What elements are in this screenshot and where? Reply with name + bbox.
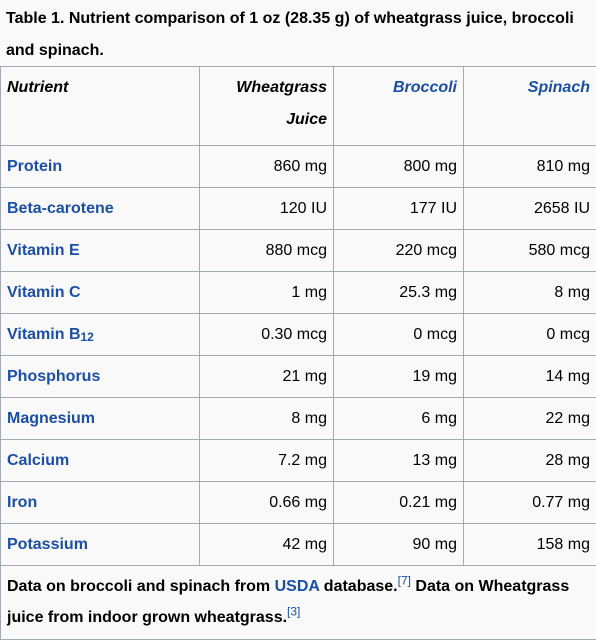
nutrient-name-link[interactable]: Potassium [1,524,200,566]
header-nutrient[interactable]: Nutrient [1,67,200,146]
nutrient-table: Nutrient Wheatgrass Juice Broccoli Spina… [0,66,596,640]
nutrient-name: Phosphorus [7,368,100,385]
header-wheatgrass[interactable]: Wheatgrass Juice [200,67,334,146]
nutrient-name-link[interactable]: Vitamin B12 [1,314,200,356]
wheatgrass-value: 0.66 mg [200,482,334,524]
nutrient-name: Beta-carotene [7,200,114,217]
broccoli-value: 25.3 mg [334,272,464,314]
spinach-value: 158 mg [464,524,596,566]
wheatgrass-value: 42 mg [200,524,334,566]
wheatgrass-value: 880 mcg [200,230,334,272]
spinach-value: 580 mcg [464,230,596,272]
nutrient-name: Iron [7,494,37,511]
spinach-value: 8 mg [464,272,596,314]
wheatgrass-value: 21 mg [200,356,334,398]
nutrient-name-link[interactable]: Vitamin E [1,230,200,272]
broccoli-value: 13 mg [334,440,464,482]
wheatgrass-value: 7.2 mg [200,440,334,482]
header-row: Nutrient Wheatgrass Juice Broccoli Spina… [1,67,596,146]
spinach-value: 28 mg [464,440,596,482]
broccoli-value: 6 mg [334,398,464,440]
nutrient-name: Potassium [7,536,88,553]
nutrient-name-link[interactable]: Vitamin C [1,272,200,314]
nutrient-subscript: 12 [81,330,94,344]
spinach-value: 0 mcg [464,314,596,356]
reference-3-link[interactable]: [3] [287,605,300,619]
nutrient-name-link[interactable]: Protein [1,146,200,188]
nutrient-name: Calcium [7,452,69,469]
broccoli-value: 177 IU [334,188,464,230]
header-spinach-link[interactable]: Spinach [464,67,596,146]
wheatgrass-value: 860 mg [200,146,334,188]
wheatgrass-value: 8 mg [200,398,334,440]
nutrient-name: Vitamin E [7,242,80,259]
wheatgrass-value: 1 mg [200,272,334,314]
footnote-text-2: database. [319,578,397,595]
broccoli-value: 0.21 mg [334,482,464,524]
spinach-value: 810 mg [464,146,596,188]
nutrient-name-link[interactable]: Phosphorus [1,356,200,398]
header-broccoli-link[interactable]: Broccoli [334,67,464,146]
footnote: Data on broccoli and spinach from USDA d… [1,566,596,640]
usda-link[interactable]: USDA [275,578,320,595]
spinach-value: 2658 IU [464,188,596,230]
spinach-value: 14 mg [464,356,596,398]
nutrient-name-link[interactable]: Beta-carotene [1,188,200,230]
broccoli-value: 800 mg [334,146,464,188]
nutrient-name-link[interactable]: Calcium [1,440,200,482]
footnote-text-1: Data on broccoli and spinach from [7,578,275,595]
nutrient-name: Vitamin C [7,284,81,301]
footnote-row: Data on broccoli and spinach from USDA d… [1,566,596,640]
spinach-value: 22 mg [464,398,596,440]
table-caption: Table 1. Nutrient comparison of 1 oz (28… [6,3,591,67]
wheatgrass-value: 120 IU [200,188,334,230]
nutrient-name: Vitamin B [7,326,81,343]
nutrient-name-link[interactable]: Magnesium [1,398,200,440]
nutrient-name-link[interactable]: Iron [1,482,200,524]
nutrient-name: Magnesium [7,410,95,427]
spinach-value: 0.77 mg [464,482,596,524]
reference-7-link[interactable]: [7] [398,574,411,588]
wheatgrass-value: 0.30 mcg [200,314,334,356]
nutrient-name: Protein [7,158,62,175]
broccoli-value: 220 mcg [334,230,464,272]
broccoli-value: 90 mg [334,524,464,566]
broccoli-value: 19 mg [334,356,464,398]
broccoli-value: 0 mcg [334,314,464,356]
